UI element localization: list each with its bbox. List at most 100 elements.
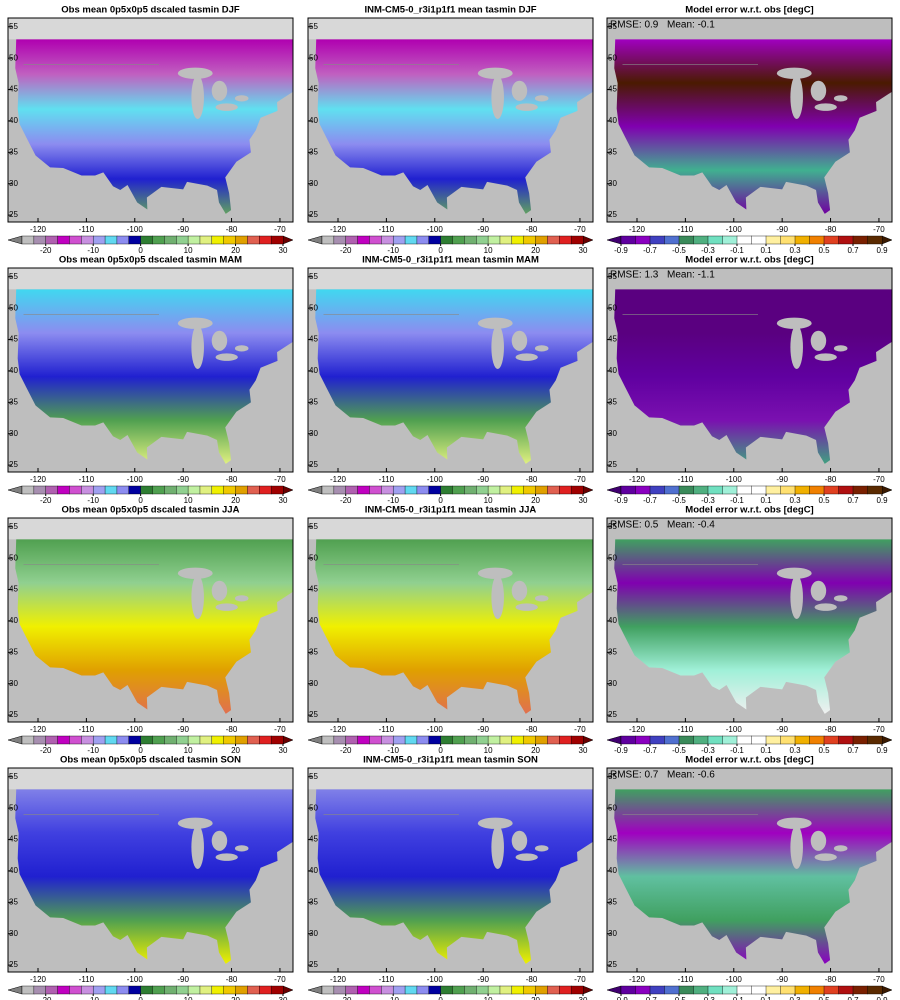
colorbar-segment xyxy=(247,985,260,995)
colorbar-tick-label: 0.7 xyxy=(847,496,859,505)
colorbar-segment xyxy=(345,735,359,745)
colorbar-tick-label: 10 xyxy=(484,246,493,255)
x-tick-label: -120 xyxy=(30,475,47,484)
mean-annotation: Mean: -0.4 xyxy=(667,520,715,531)
panel-title: Obs mean 0p5x0p5 dscaled tasmin MAM xyxy=(59,255,242,266)
y-tick-label: 45 xyxy=(608,335,617,344)
panel-title: Model error w.r.t. obs [degC] xyxy=(685,505,813,516)
colorbar-segment xyxy=(247,235,260,245)
colorbar-tick-label: -20 xyxy=(40,996,52,1000)
x-tick-label: -80 xyxy=(825,475,837,484)
colorbar-segment xyxy=(392,735,406,745)
colorbar-segment xyxy=(270,985,284,995)
colorbar-tick-label: -0.3 xyxy=(701,746,715,755)
lake xyxy=(515,353,538,361)
colorbar-segment xyxy=(199,735,213,745)
colorbar-segment xyxy=(259,235,272,245)
colorbar-segment xyxy=(164,735,177,745)
colorbar-segment xyxy=(678,735,695,745)
colorbar-segment xyxy=(345,985,359,995)
x-tick-label: -90 xyxy=(177,475,189,484)
x-tick-label: -120 xyxy=(330,725,347,734)
colorbar-segment xyxy=(765,485,782,495)
missing-band xyxy=(8,268,293,290)
colorbar-tick-label: -0.7 xyxy=(643,746,657,755)
colorbar-segment xyxy=(635,735,651,745)
colorbar-under xyxy=(606,985,622,995)
y-tick-label: 40 xyxy=(608,366,617,375)
colorbar-segment xyxy=(321,985,335,995)
colorbar-segment xyxy=(116,735,130,745)
colorbar-segment xyxy=(333,485,347,495)
y-tick-label: 40 xyxy=(608,866,617,875)
colorbar-segment xyxy=(440,985,453,995)
lake xyxy=(215,853,238,861)
lake xyxy=(211,580,228,601)
colorbar-segment xyxy=(707,985,724,995)
y-tick-label: 55 xyxy=(608,272,617,281)
colorbar-segment xyxy=(736,735,753,745)
colorbar-segment xyxy=(559,985,572,995)
y-tick-label: 55 xyxy=(9,272,18,281)
lake xyxy=(211,330,228,351)
map-panel: Model error w.r.t. obs [degC] -120 -110 -10… xyxy=(606,755,893,1000)
colorbar-tick-label: 0.7 xyxy=(847,746,859,755)
y-tick-label: 35 xyxy=(608,897,617,906)
lake xyxy=(234,595,249,602)
x-tick-label: -90 xyxy=(477,725,489,734)
y-tick-label: 40 xyxy=(608,616,617,625)
frame xyxy=(7,517,294,723)
panel-title: INM-CM5-0_r3i1p1f1 mean tasmin MAM xyxy=(362,255,539,266)
y-tick-label: 50 xyxy=(608,303,617,312)
lake xyxy=(234,345,249,352)
colorbar-segment xyxy=(809,485,825,495)
colorbar-segment xyxy=(140,985,154,995)
y-tick-label: 25 xyxy=(608,210,617,219)
x-tick-label: -100 xyxy=(127,975,144,984)
colorbar-segment xyxy=(649,985,666,995)
x-tick-label: -120 xyxy=(30,975,47,984)
colorbar-tick-label: 30 xyxy=(579,996,588,1000)
colorbar-segment xyxy=(722,985,738,995)
colorbar-segment xyxy=(693,235,709,245)
missing-band xyxy=(308,268,593,290)
y-tick-label: 50 xyxy=(309,803,318,812)
colorbar-tick-label: 0 xyxy=(138,996,143,1000)
colorbar-segment xyxy=(649,235,666,245)
x-tick-label: -100 xyxy=(127,475,144,484)
y-tick-label: 30 xyxy=(309,929,318,938)
x-tick-label: -90 xyxy=(177,225,189,234)
colorbar-tick-label: -20 xyxy=(40,746,52,755)
y-tick-label: 45 xyxy=(9,585,18,594)
colorbar-tick-label: -0.3 xyxy=(701,996,715,1000)
colorbar-segment xyxy=(369,235,382,245)
panel-title: Obs mean 0p5x0p5 dscaled tasmin JJA xyxy=(62,505,240,516)
colorbar-tick-label: 0.5 xyxy=(818,996,830,1000)
colorbar-segment xyxy=(722,485,738,495)
y-tick-label: 55 xyxy=(9,22,18,31)
colorbar-segment xyxy=(33,485,47,495)
colorbar-segment xyxy=(92,235,106,245)
colorbar-segment xyxy=(140,735,154,745)
colorbar-tick-label: 20 xyxy=(531,496,540,505)
frame xyxy=(307,17,594,223)
lake xyxy=(833,345,848,352)
colorbar-segment xyxy=(270,235,284,245)
y-tick-label: 40 xyxy=(309,366,318,375)
lake xyxy=(833,95,848,102)
colorbar-tick-label: 20 xyxy=(231,996,240,1000)
colorbar-segment xyxy=(707,485,724,495)
colorbar-segment xyxy=(428,235,442,245)
lake xyxy=(477,67,513,79)
colorbar-segment xyxy=(369,735,382,745)
colorbar-segment xyxy=(392,485,406,495)
colorbar-tick-label: 0.5 xyxy=(818,746,830,755)
lake xyxy=(191,575,204,620)
colorbar-segment xyxy=(707,735,724,745)
colorbar-tick-label: -0.1 xyxy=(730,246,744,255)
colorbar-segment xyxy=(116,235,130,245)
lake xyxy=(534,595,549,602)
y-tick-label: 30 xyxy=(608,679,617,688)
colorbar-segment xyxy=(867,985,883,995)
